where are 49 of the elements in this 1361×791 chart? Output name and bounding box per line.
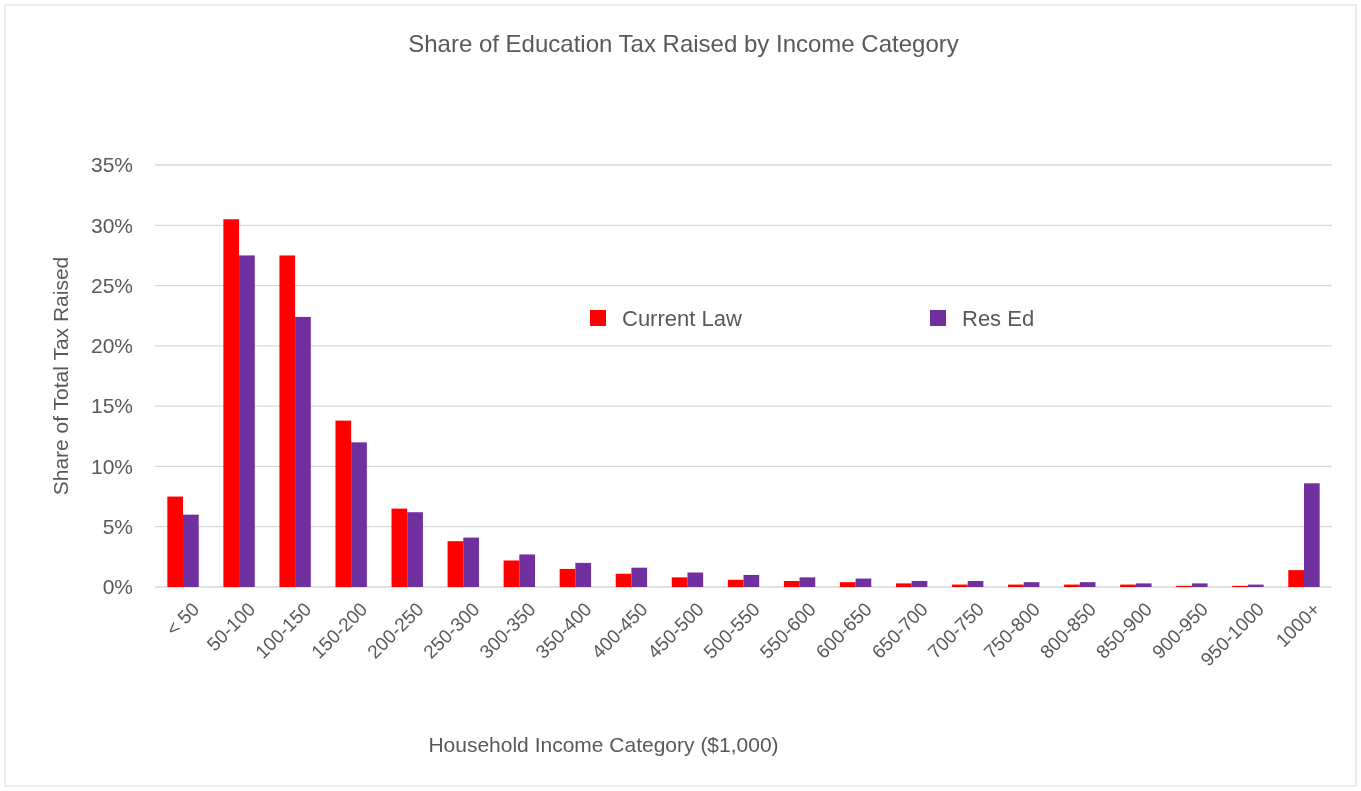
bar <box>503 560 520 587</box>
bar <box>839 582 856 587</box>
bar <box>559 568 576 587</box>
bar <box>783 580 800 587</box>
bar <box>1079 582 1096 587</box>
bar <box>351 442 367 587</box>
bar <box>223 219 240 587</box>
y-tick-label: 20% <box>90 334 133 358</box>
bar <box>895 583 912 587</box>
bar <box>167 496 184 587</box>
bar <box>295 316 311 587</box>
bar <box>615 573 632 587</box>
bar <box>183 514 199 587</box>
bar <box>743 574 760 587</box>
bar <box>967 580 984 587</box>
bar <box>391 508 408 587</box>
legend-label: Current Law <box>622 305 742 331</box>
y-tick-label: 30% <box>90 213 133 237</box>
y-tick-label: 5% <box>102 515 133 539</box>
bar <box>1023 582 1040 587</box>
y-axis-title: Share of Total Tax Raised <box>49 256 72 496</box>
x-tick-label: < 50 <box>161 598 204 640</box>
bar <box>799 577 816 587</box>
bar <box>447 541 464 587</box>
y-tick-label: 35% <box>90 153 133 177</box>
bar <box>671 577 688 587</box>
bar <box>463 537 479 587</box>
bar <box>727 579 744 587</box>
bar <box>519 554 535 587</box>
y-tick-label: 15% <box>90 394 133 418</box>
bar <box>1303 483 1320 587</box>
bar <box>407 512 423 587</box>
x-axis-title: Household Income Category ($1,000) <box>428 733 779 756</box>
bar <box>1191 583 1208 587</box>
chart-title: Share of Education Tax Raised by Income Category <box>408 30 959 57</box>
bar <box>1135 583 1152 587</box>
bar <box>279 255 296 587</box>
bar <box>631 567 648 587</box>
bar <box>911 580 928 587</box>
bar <box>335 420 352 587</box>
legend-label: Res Ed <box>962 305 1035 331</box>
bar <box>575 562 592 587</box>
y-tick-label: 10% <box>90 454 133 478</box>
bar <box>1288 570 1304 587</box>
y-tick-label: 25% <box>90 273 133 297</box>
bar <box>239 255 255 587</box>
bar <box>687 572 704 587</box>
bar <box>855 578 872 587</box>
y-tick-label: 0% <box>102 575 133 599</box>
